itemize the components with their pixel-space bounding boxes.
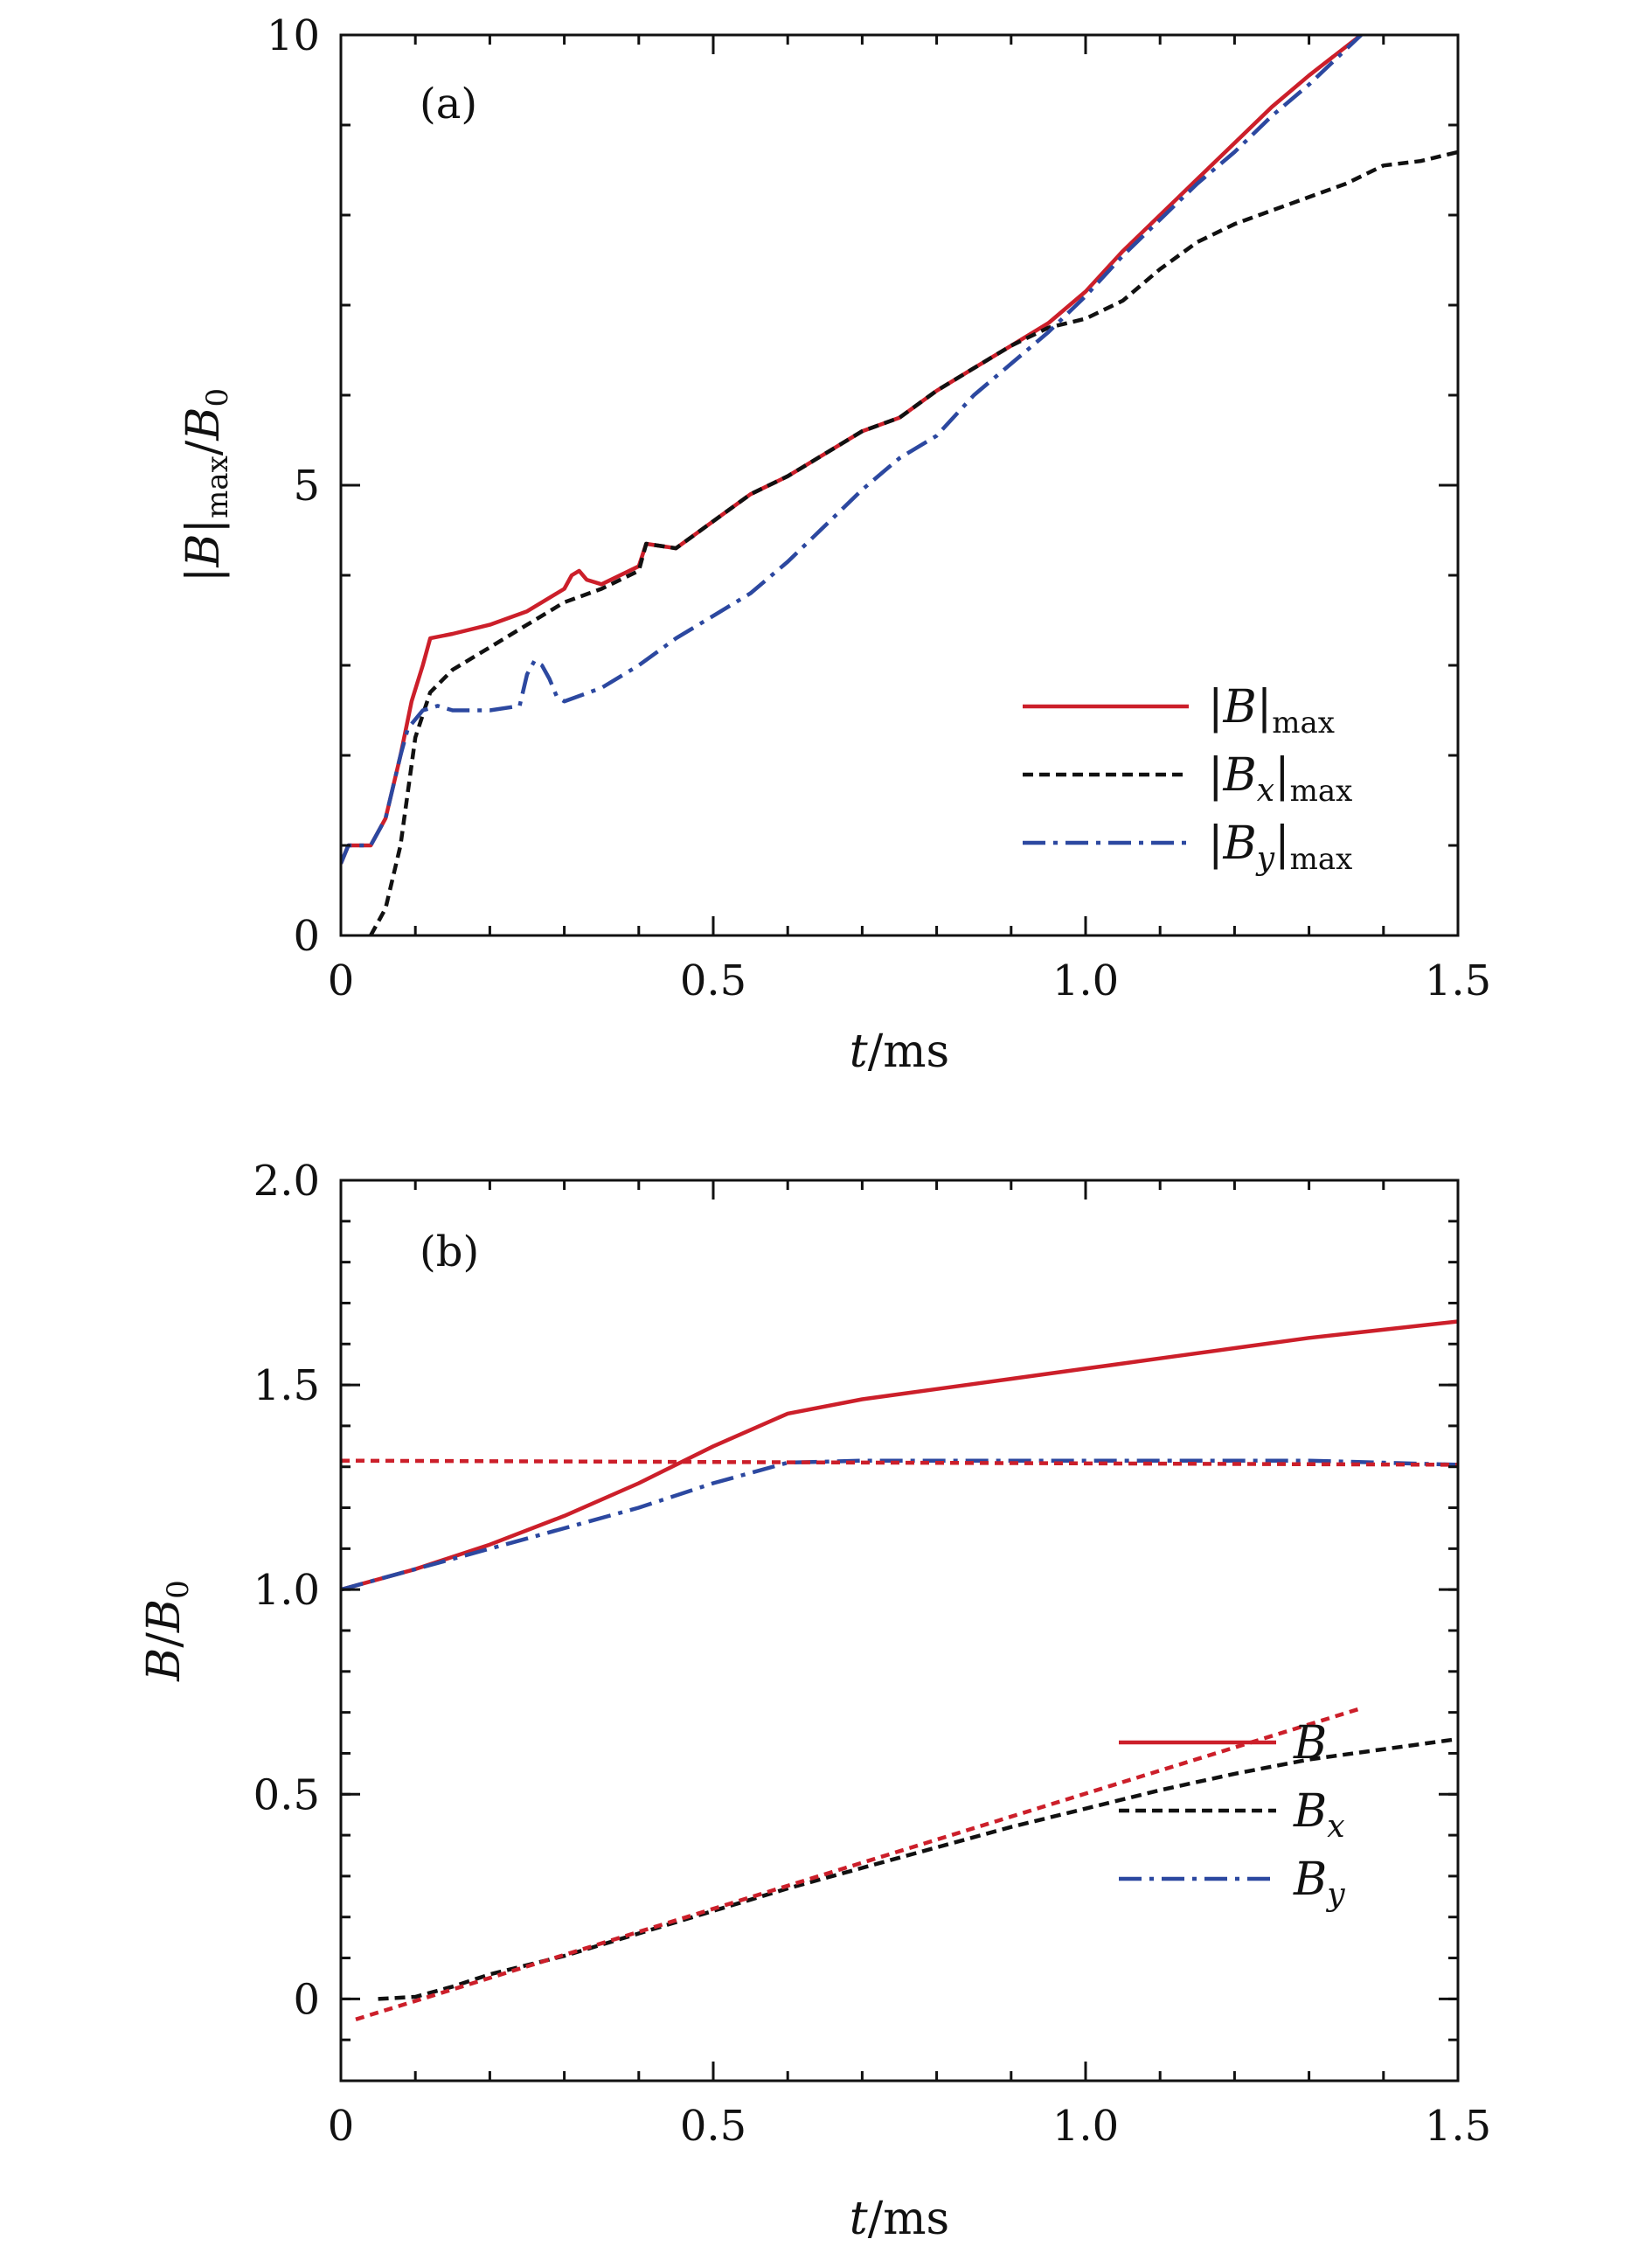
- legend: |B|max |Bx|max |By|max: [1023, 681, 1352, 877]
- panel-label: (a): [420, 80, 477, 129]
- x-axis-title: t/ms: [850, 1026, 949, 1078]
- y-tick-label: 0.5: [253, 1770, 320, 1819]
- x-tick-label: 1.5: [1425, 2102, 1491, 2151]
- plot-area: [341, 1319, 1458, 2021]
- x-tick-label: 0.5: [680, 2102, 746, 2151]
- plot-frame: [339, 1179, 1460, 2083]
- legend-entry: By: [1293, 1853, 1345, 1913]
- legend-entry: |B|max: [1208, 681, 1335, 741]
- y-tick-label: 1.5: [253, 1361, 320, 1410]
- x-tick-label: 0.5: [680, 956, 746, 1005]
- series-fit-linear: [355, 1706, 1362, 2021]
- series-bx: [378, 1736, 1458, 2001]
- legend-entry: Bx: [1293, 1785, 1345, 1845]
- legend-entry: |By|max: [1208, 817, 1352, 877]
- plot-area: [341, 35, 1458, 935]
- series-bxmax: [369, 150, 1458, 935]
- series-bmax: [341, 35, 1363, 865]
- chart-panel-a: 0 0.5 1.0 1.5 0 5 10 (a) t/ms |B|max/B0 |B|max |Bx|…: [177, 11, 1491, 1078]
- series-bymax: [341, 35, 1363, 865]
- y-tick-label: 2.0: [253, 1157, 320, 1206]
- legend-entry: |Bx|max: [1208, 749, 1352, 809]
- x-tick-label: 1.5: [1425, 956, 1491, 1005]
- y-axis-title: B/B0: [138, 1580, 196, 1682]
- series-b: [341, 1319, 1458, 1592]
- series-fit-constant: [341, 1458, 1458, 1467]
- x-tick-label: 0: [328, 2102, 355, 2151]
- legend-entry: B: [1293, 1717, 1327, 1770]
- panel-label: (b): [420, 1227, 479, 1276]
- y-tick-label: 10: [267, 11, 320, 60]
- series-by: [341, 1458, 1458, 1592]
- x-tick-label: 1.0: [1052, 2102, 1119, 2151]
- y-axis-title: |B|max/B0: [177, 388, 235, 582]
- chart-panel-b: 0 0.5 1.0 1.5 0 0.5 1.0 1.5 2.0 (b) t/ms B/B0 B Bx By: [138, 1157, 1491, 2245]
- x-tick-label: 1.0: [1052, 956, 1119, 1005]
- y-tick-label: 0: [293, 1975, 320, 2024]
- y-tick-label: 5: [293, 462, 320, 511]
- legend: B Bx By: [1119, 1717, 1345, 1913]
- y-tick-label: 1.0: [253, 1566, 320, 1615]
- x-axis-title: t/ms: [850, 2193, 949, 2245]
- y-tick-label: 0: [293, 912, 320, 961]
- x-tick-label: 0: [328, 956, 355, 1005]
